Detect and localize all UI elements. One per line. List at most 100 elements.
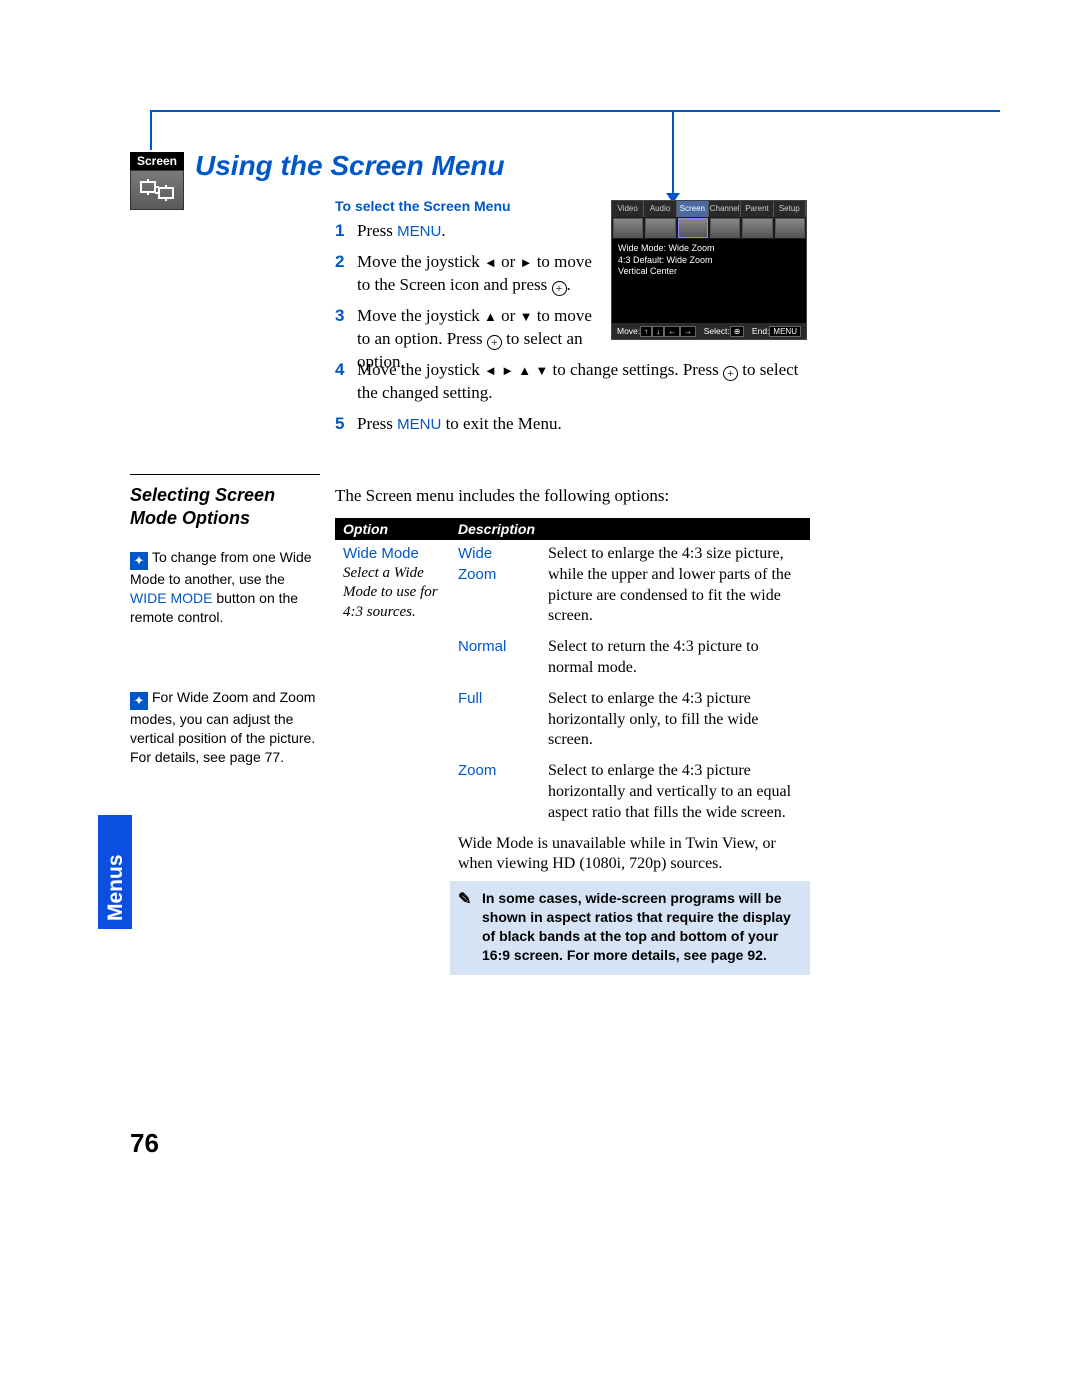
options-table: Option Description Wide Mode Select a Wi… <box>335 518 810 975</box>
page-number: 76 <box>130 1128 159 1159</box>
step-body: Press MENU. <box>357 220 605 243</box>
step-text: Press <box>357 221 397 240</box>
step-1: 1 Press MENU. <box>335 220 605 243</box>
option-desc: Select to enlarge the 4:3 size picture, … <box>540 540 810 633</box>
plus-circle-icon: + <box>487 335 502 350</box>
tv-tab-row: Video Audio Screen Channel Parent Setup <box>612 201 806 217</box>
section-intro: The Screen menu includes the following o… <box>335 486 669 506</box>
screen-badge-icon <box>130 170 184 210</box>
table-header-row: Option Description <box>335 518 810 540</box>
arrow-down-icon: ↓ <box>652 326 664 337</box>
tv-preview: Video Audio Screen Channel Parent Setup … <box>611 200 807 340</box>
section-heading: Selecting Screen Mode Options <box>130 484 320 529</box>
step-body: Move the joystick ◄ ► ▲ ▼ to change sett… <box>357 359 805 405</box>
tip-text: For Wide Zoom and Zoom modes, you can ad… <box>130 689 315 765</box>
step-body: Press MENU to exit the Menu. <box>357 413 805 436</box>
tv-icon <box>710 218 740 238</box>
tv-tab-video: Video <box>612 201 644 217</box>
note-text: In some cases, wide-screen programs will… <box>482 890 791 963</box>
arrow-up-icon: ↑ <box>640 326 652 337</box>
step-number: 4 <box>335 359 357 405</box>
step-text: . <box>567 275 571 294</box>
sub-option: Full <box>458 690 482 707</box>
step-2: 2 Move the joystick ◄ or ► to move to th… <box>335 251 605 297</box>
instructions-block: To select the Screen Menu 1 Press MENU. … <box>335 198 605 382</box>
option-meta: Select a Wide Mode to use for 4:3 source… <box>343 564 442 623</box>
tv-tab-screen: Screen <box>677 201 709 217</box>
tv-icon-active <box>678 218 708 238</box>
step-text: Move the joystick <box>357 306 484 325</box>
tip-icon: ✦ <box>130 692 148 710</box>
section-divider <box>130 474 320 475</box>
tv-icon <box>742 218 772 238</box>
menu-button-icon: MENU <box>769 326 801 337</box>
col-option: Option <box>335 518 450 540</box>
tv-line: 4:3 Default: Wide Zoom <box>618 255 800 267</box>
table-footnote: Wide Mode is unavailable while in Twin V… <box>450 830 810 882</box>
option-name: Wide Mode <box>343 544 442 564</box>
tip-text: To change from one Wide Mode to another,… <box>130 549 312 587</box>
chapter-tab-label: Menus <box>104 854 128 921</box>
step-text: Move the joystick <box>357 360 484 379</box>
note-box: ✎ In some cases, wide-screen programs wi… <box>450 881 810 975</box>
arrow-right-icon: ► <box>520 255 533 270</box>
tv-icon-row <box>612 217 806 239</box>
tv-line: Vertical Center <box>618 266 800 278</box>
instructions-header: To select the Screen Menu <box>335 198 605 214</box>
page-frame-rule <box>150 110 1000 150</box>
arrow-right-icon: → <box>680 326 696 337</box>
step-4: 4 Move the joystick ◄ ► ▲ ▼ to change se… <box>335 359 805 405</box>
step-body: Move the joystick ◄ or ► to move to the … <box>357 251 605 297</box>
tv-icon <box>645 218 675 238</box>
side-tip-1: ✦To change from one Wide Mode to another… <box>130 548 320 627</box>
tv-tab-audio: Audio <box>644 201 676 217</box>
plus-circle-icon: ⊕ <box>730 326 745 337</box>
tip-icon: ✦ <box>130 552 148 570</box>
tv-tab-parent: Parent <box>741 201 773 217</box>
tv-footer-label: End: <box>752 326 770 336</box>
option-desc: Select to return the 4:3 picture to norm… <box>540 633 810 685</box>
tv-footer: Move:↑↓←→ Select:⊕ End:MENU <box>612 323 806 339</box>
screen-badge: Screen <box>130 152 184 210</box>
tv-footer-label: Select: <box>704 326 730 336</box>
instructions-block-wide: 4 Move the joystick ◄ ► ▲ ▼ to change se… <box>335 359 805 444</box>
tv-menu-lines: Wide Mode: Wide Zoom 4:3 Default: Wide Z… <box>612 239 806 282</box>
side-tip-2: ✦For Wide Zoom and Zoom modes, you can a… <box>130 688 320 767</box>
tv-tab-setup: Setup <box>774 201 806 217</box>
arrow-down-icon: ▼ <box>535 363 548 378</box>
step-text: to exit the Menu. <box>441 414 561 433</box>
step-text: . <box>441 221 445 240</box>
table-row: Wide Mode Select a Wide Mode to use for … <box>335 540 810 633</box>
tv-footer-end: End:MENU <box>752 326 801 336</box>
sub-option: Wide Zoom <box>458 545 496 583</box>
option-desc: Select to enlarge the 4:3 picture horizo… <box>540 685 810 757</box>
page-title: Using the Screen Menu <box>195 150 505 182</box>
tv-footer-select: Select:⊕ <box>704 326 745 336</box>
step-text: to change settings. Press <box>548 360 723 379</box>
step-text: Press <box>357 414 397 433</box>
step-number: 1 <box>335 220 357 243</box>
tv-footer-move: Move:↑↓←→ <box>617 326 696 336</box>
step-number: 5 <box>335 413 357 436</box>
tv-icon <box>775 218 805 238</box>
arrow-up-icon: ▲ <box>518 363 531 378</box>
menu-keyword: MENU <box>397 416 441 433</box>
arrow-left-icon: ◄ <box>484 363 497 378</box>
arrow-down-icon: ▼ <box>520 309 533 324</box>
plus-circle-icon: + <box>552 281 567 296</box>
step-text: or <box>497 252 520 271</box>
sub-option: Normal <box>458 638 506 655</box>
arrow-left-icon: ◄ <box>484 255 497 270</box>
sub-option: Zoom <box>458 762 496 779</box>
col-description: Description <box>450 518 810 540</box>
tv-tab-channel: Channel <box>709 201 741 217</box>
step-text: Move the joystick <box>357 252 484 271</box>
option-cell: Wide Mode Select a Wide Mode to use for … <box>335 540 450 975</box>
wide-mode-keyword: WIDE MODE <box>130 590 212 606</box>
menu-keyword: MENU <box>397 223 441 240</box>
tv-footer-label: Move: <box>617 326 640 336</box>
tv-line: Wide Mode: Wide Zoom <box>618 243 800 255</box>
pencil-icon: ✎ <box>458 889 471 911</box>
step-5: 5 Press MENU to exit the Menu. <box>335 413 805 436</box>
tv-icon <box>613 218 643 238</box>
